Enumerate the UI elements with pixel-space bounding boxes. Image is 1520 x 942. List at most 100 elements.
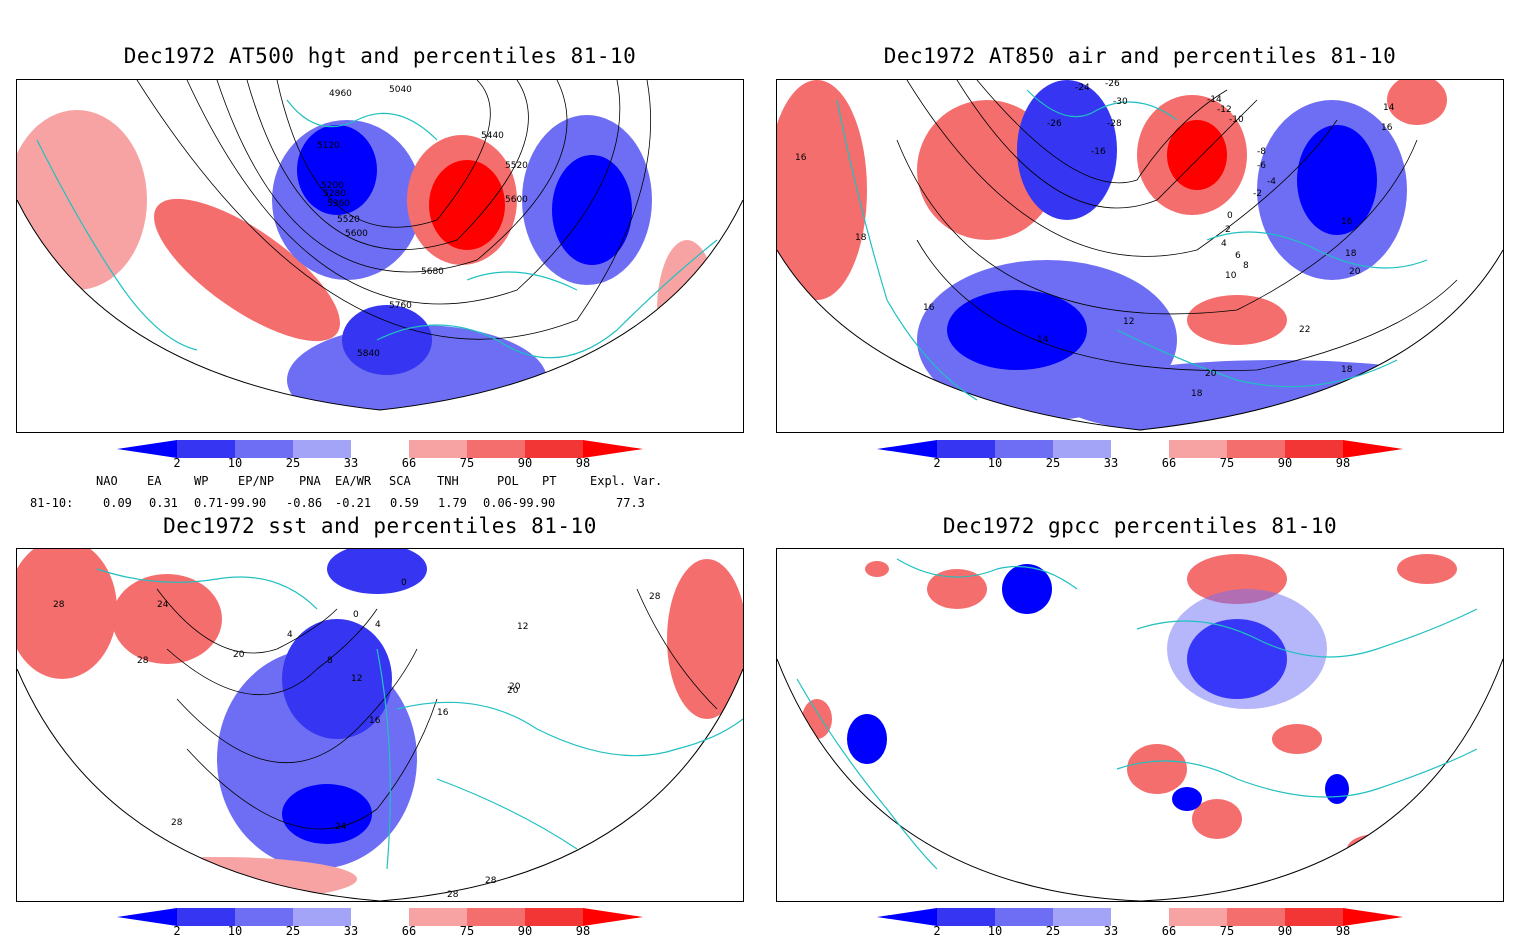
contour-label: 8 (1243, 261, 1249, 271)
contour-label: 6 (1235, 251, 1241, 261)
anomaly-negative-region (847, 714, 887, 764)
anomaly-positive-region (1192, 799, 1242, 839)
colorbar-tick: 2 (933, 456, 941, 470)
contour-label: -4 (1267, 177, 1276, 187)
contour-label: 20 (507, 686, 519, 696)
colorbar-tick: 25 (1045, 924, 1061, 938)
contour-label: -6 (1257, 161, 1266, 171)
index-value: 0.71-99.90 (194, 496, 267, 510)
contour-label: 16 (1381, 123, 1393, 133)
colorbar-tick: 2 (173, 456, 181, 470)
anomaly-negative-region (327, 549, 427, 594)
anomaly-positive-region (657, 240, 717, 380)
map-sst: 28 24 28 20 0 0 4 4 8 12 16 16 20 24 28 … (16, 548, 744, 902)
coastline (1206, 231, 1428, 269)
colorbar: 2 10 25 33 66 75 90 98 (117, 908, 643, 942)
contour-label: 28 (53, 600, 65, 610)
anomaly-negative-region (1167, 589, 1327, 709)
contour-label: 12 (351, 674, 362, 684)
colorbar-strip (117, 908, 643, 926)
temperature-contour (956, 80, 1258, 209)
coastline (896, 558, 1078, 590)
contour-label: 16 (795, 153, 807, 163)
index-header: SCA (389, 474, 411, 488)
coastline (96, 568, 318, 610)
contour-label: 5520 (505, 161, 528, 171)
anomaly-negative-region (1417, 804, 1457, 834)
contour-label: 5120 (317, 141, 340, 151)
row-label: 81-10: (30, 496, 74, 510)
index-value: 1.79 (438, 496, 467, 510)
colorbar-tick: 75 (1219, 924, 1235, 938)
anomaly-positive-region (865, 561, 889, 577)
contour-label: 5760 (389, 301, 412, 311)
colorbar-tick: 25 (1045, 456, 1061, 470)
contour-label: 18 (1345, 249, 1357, 259)
panel-title-sst: Dec1972 sst and percentiles 81-10 (163, 514, 597, 538)
colorbar-strip (117, 440, 643, 458)
coastline (1026, 89, 1178, 121)
colorbar: 2 10 25 33 66 75 90 98 (877, 908, 1403, 942)
sst-contour (186, 698, 438, 830)
anomaly-negative-region (552, 155, 632, 265)
map-hgt500: 4960 5040 5120 5200 5280 5360 5440 5520 … (16, 79, 744, 433)
contour-label: 5680 (421, 267, 444, 277)
contour-label: 5840 (357, 349, 380, 359)
coastline (286, 99, 438, 141)
coastline (396, 701, 743, 757)
coastline (376, 648, 391, 870)
contour-label: 20 (1349, 267, 1361, 277)
contour-label: 5040 (389, 85, 412, 95)
contour-label: 18 (1191, 389, 1203, 399)
colorbar-tick: 90 (517, 924, 533, 938)
contour-label: 22 (1299, 325, 1310, 335)
colorbar-tick: 90 (1277, 456, 1293, 470)
anomaly-positive-region (17, 110, 147, 290)
colorbar-tick: 66 (401, 456, 417, 470)
contour-label: -28 (1107, 119, 1122, 129)
coastline (466, 271, 578, 291)
index-header: NAO (96, 474, 118, 488)
contour-label: -26 (1105, 80, 1120, 89)
contour-label: 5280 (323, 189, 346, 199)
index-value: 77.3 (616, 496, 645, 510)
contour-label: 18 (1341, 365, 1353, 375)
colorbar-tick: 33 (343, 456, 359, 470)
anomaly-positive-region (429, 160, 505, 250)
colorbar-tick: 66 (401, 924, 417, 938)
anomaly-negative-region (282, 784, 372, 844)
anomaly-positive-region (112, 574, 222, 664)
contour-label: -10 (1229, 115, 1244, 125)
anomaly-positive-region (77, 857, 357, 901)
contour-label: 28 (649, 592, 661, 602)
colorbar-tick: 66 (1161, 924, 1177, 938)
coastline (1136, 608, 1478, 658)
colorbar-tick: 90 (517, 456, 533, 470)
contour-label: -12 (1217, 105, 1232, 115)
index-value: 0.59 (390, 496, 419, 510)
height-contour (246, 80, 529, 250)
height-contour (136, 80, 652, 340)
colorbar-tick: 98 (575, 456, 591, 470)
index-value: 0.09 (103, 496, 132, 510)
contour-label: 16 (369, 716, 381, 726)
contour-label: 5600 (505, 195, 528, 205)
contour-label: -14 (1207, 95, 1222, 105)
colorbar-tick: 33 (1103, 456, 1119, 470)
contour-label: -2 (1253, 189, 1262, 199)
contour-label: 28 (137, 656, 149, 666)
anomaly-negative-region (297, 125, 377, 215)
index-header: EP/NP (238, 474, 275, 488)
contour-label: 20 (1205, 369, 1217, 379)
contour-label: 20 (509, 682, 521, 692)
panel-title-hgt500: Dec1972 AT500 hgt and percentiles 81-10 (123, 44, 637, 68)
colorbar-tick: 98 (1335, 924, 1351, 938)
anomaly-positive-region (1127, 744, 1187, 794)
contour-label: 8 (327, 656, 333, 666)
contour-label: -30 (1113, 97, 1128, 107)
contour-label: 0 (401, 578, 407, 588)
index-header: EA (147, 474, 162, 488)
anomaly-positive-region (667, 559, 743, 719)
contour-label: 2 (1225, 225, 1231, 235)
coastline (36, 139, 198, 351)
